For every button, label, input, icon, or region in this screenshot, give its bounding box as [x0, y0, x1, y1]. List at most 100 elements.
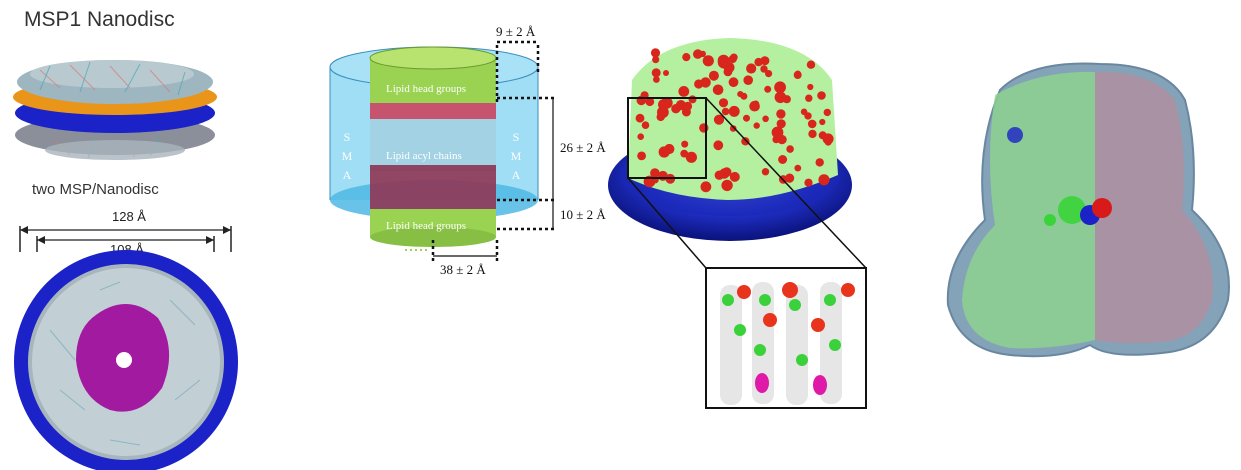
head-groups-top-label: Lipid head groups: [386, 83, 467, 95]
lipid-headgroup-sphere: [635, 113, 645, 123]
lipid-headgroup-sphere: [656, 112, 665, 122]
lipid-headgroup-sphere: [713, 114, 725, 125]
lipid-headgroup-sphere: [728, 54, 737, 64]
bottom-height-label: 10 ± 2 Å: [560, 207, 606, 222]
lipid-headgroup-sphere: [699, 50, 706, 58]
lipid-headgroup-sphere: [661, 97, 673, 109]
diameter-dimension-lines: [19, 226, 232, 252]
acyl-chains-label: Lipid acyl chains: [386, 150, 462, 162]
lipid-headgroup-sphere: [776, 119, 786, 129]
lipid-headgroup-sphere: [805, 94, 813, 102]
sma-left-a: A: [342, 168, 352, 182]
lipid-headgroup-sphere: [650, 168, 660, 178]
lipid-headgroup-sphere: [793, 71, 802, 79]
lipid-headgroup-sphere: [754, 57, 763, 67]
lipid-headgroup-sphere: [729, 125, 737, 132]
lipid-headgroup-sphere: [774, 91, 787, 104]
lipid-headgroup-sphere: [807, 119, 817, 129]
lipid-headgroup-sphere: [774, 81, 786, 94]
lipid-headgroup-sphere: [708, 70, 719, 81]
lipid-headgroup-sphere: [713, 140, 724, 151]
lipid-headgroup-sphere: [808, 129, 817, 139]
lipid-headgroup-sphere: [737, 91, 744, 98]
lipid-headgroup-sphere: [728, 77, 739, 88]
lipid-headgroup-sphere: [650, 48, 661, 58]
lipid-headgroup-sphere: [653, 76, 660, 83]
bottom-width-label: 38 ± 2 Å: [440, 262, 486, 277]
sma-left-label: S M A: [341, 128, 353, 185]
lipid-headgroup-sphere: [714, 170, 724, 180]
lipid-headgroup-sphere: [700, 181, 712, 193]
lipid-headgroup-sphere: [702, 55, 714, 67]
lipid-headgroup-sphere: [818, 131, 827, 140]
lipid-headgroup-sphere: [651, 68, 661, 78]
lipid-headgroup-sphere: [721, 107, 730, 116]
lipid-headgroup-sphere: [818, 174, 830, 186]
lipid-headgroup-sphere: [824, 138, 832, 146]
lipid-headgroup-sphere: [682, 53, 691, 62]
lipid-headgroup-sphere: [800, 108, 808, 116]
zoom-source-box: [627, 97, 707, 179]
top-thickness-label: 9 ± 2 Å: [496, 24, 536, 39]
sma-left-m: M: [341, 149, 353, 163]
sma-right-m: M: [510, 149, 522, 163]
core-height-label: 26 ± 2 Å: [560, 140, 606, 155]
lipid-headgroup-sphere: [807, 83, 814, 91]
red-subunit: [1095, 71, 1213, 344]
sma-cylinder-diagram: [329, 40, 555, 262]
lipid-headgroup-sphere: [746, 63, 757, 74]
lipid-headgroup-sphere: [645, 97, 655, 107]
lipid-headgroup-sphere: [693, 49, 703, 59]
lipid-headgroup-sphere: [776, 109, 786, 119]
lipid-headgroup-sphere: [637, 133, 644, 140]
smalp-render: [608, 38, 867, 409]
lipid-headgroup-sphere: [753, 122, 760, 129]
lipid-headgroup-sphere: [718, 98, 729, 108]
lipid-headgroup-sphere: [717, 54, 730, 67]
lipid-headgroup-sphere: [685, 151, 698, 163]
acyl-chains-band: [370, 165, 496, 209]
panel1-subtitle: two MSP/Nanodisc: [32, 181, 159, 198]
lipid-headgroup-sphere: [728, 105, 740, 117]
sma-right-a: A: [511, 168, 521, 182]
lipid-headgroup-sphere: [794, 164, 802, 172]
lipid-headgroup-sphere: [658, 146, 670, 158]
lipid-headgroup-sphere: [741, 137, 750, 146]
lipid-headgroup-sphere: [765, 70, 773, 78]
lipid-headgroup-sphere: [761, 168, 770, 176]
lipid-headgroup-sphere: [823, 108, 831, 117]
lipid-headgroup-sphere: [762, 115, 769, 123]
lipid-headgroup-sphere: [652, 56, 660, 64]
lipid-headgroup-sphere: [723, 67, 733, 77]
sma-right-s: S: [512, 130, 520, 144]
lipid-headgroup-sphere: [641, 121, 650, 129]
lipid-headgroup-sphere: [806, 60, 816, 69]
head-groups-bottom-label: Lipid head groups: [386, 220, 467, 232]
lipid-headgroup-sphere: [804, 178, 813, 187]
green-subunit: [962, 71, 1095, 349]
lipid-headgroup-sphere: [663, 70, 669, 76]
sma-left-s: S: [343, 130, 351, 144]
outer-diameter-label: 128 Å: [110, 209, 148, 224]
lipid-headgroup-sphere: [764, 85, 772, 93]
lipid-headgroup-sphere: [743, 114, 750, 122]
lipid-headgroup-sphere: [721, 179, 733, 192]
panel1-title: MSP1 Nanodisc: [24, 8, 175, 31]
lipid-headgroup-sphere: [815, 158, 824, 167]
lipid-headgroup-sphere: [680, 149, 689, 158]
nanodisc-top-view: [14, 250, 238, 470]
lipid-headgroup-sphere: [778, 155, 788, 164]
lipid-headgroup-sphere: [681, 140, 689, 148]
lipid-headgroup-sphere: [786, 145, 794, 153]
lipid-headgroup-sphere: [752, 100, 760, 108]
nanodisc-side-view: [13, 60, 217, 160]
lipid-headgroup-sphere: [729, 171, 740, 182]
inset-lipid-chains: [720, 282, 855, 405]
lipid-headgroup-sphere: [760, 65, 768, 73]
lipid-headgroup-sphere: [771, 126, 784, 139]
lipid-headgroup-sphere: [679, 101, 686, 108]
lipid-headgroup-sphere: [712, 84, 724, 96]
lipid-headgroup-sphere: [817, 91, 826, 100]
sma-right-label: S M A: [510, 128, 522, 185]
